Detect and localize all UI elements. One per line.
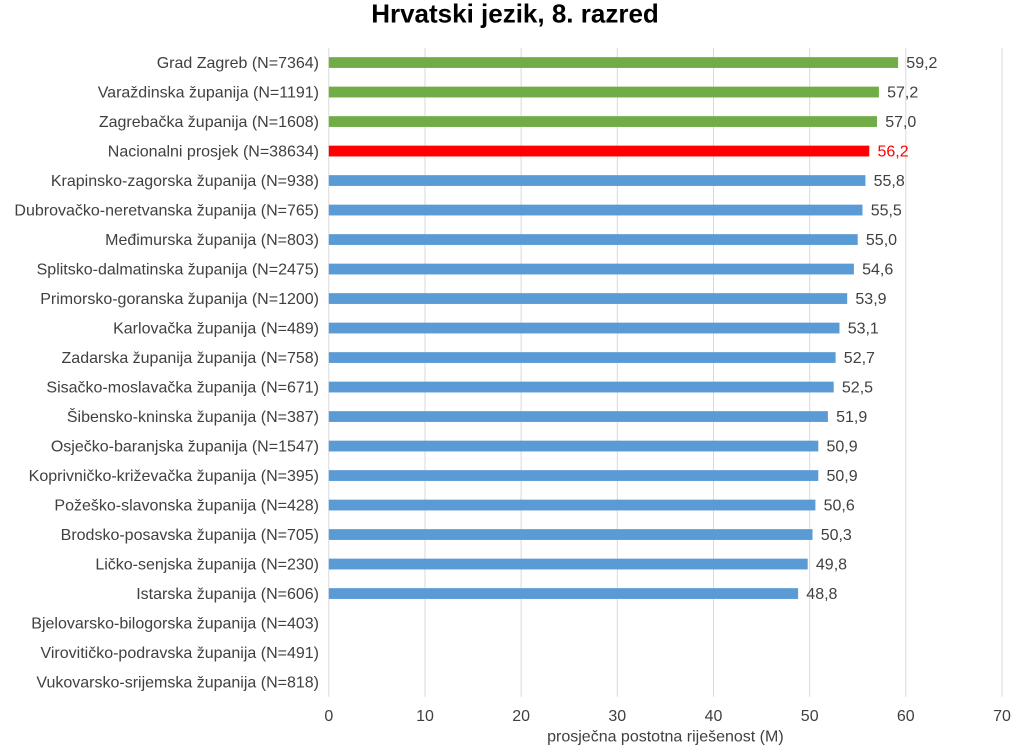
svg-text:Varaždinska županija (N=1191): Varaždinska županija (N=1191) [98,85,319,102]
svg-text:48,8: 48,8 [806,586,837,603]
svg-text:Karlovačka županija (N=489): Karlovačka županija (N=489) [113,320,319,337]
svg-text:50: 50 [801,708,819,725]
svg-text:20: 20 [512,708,530,725]
svg-text:Primorsko-goranska županija (N: Primorsko-goranska županija (N=1200) [40,291,319,308]
svg-text:prosječna postotna riješenost: prosječna postotna riješenost (M) [547,728,784,745]
svg-text:57,0: 57,0 [885,114,916,131]
svg-text:Nacionalni prosjek (N=38634): Nacionalni prosjek (N=38634) [108,144,319,161]
svg-text:55,5: 55,5 [871,203,902,220]
svg-text:Splitsko-dalmatinska županija: Splitsko-dalmatinska županija (N=2475) [37,261,319,278]
svg-text:53,9: 53,9 [855,291,886,308]
svg-text:10: 10 [416,708,434,725]
svg-text:50,6: 50,6 [824,497,855,514]
svg-text:30: 30 [608,708,626,725]
svg-text:55,0: 55,0 [866,232,897,249]
svg-text:Zagrebačka županija (N=1608): Zagrebačka županija (N=1608) [99,114,319,131]
svg-text:40: 40 [705,708,723,725]
svg-text:50,9: 50,9 [827,438,858,455]
svg-text:Šibensko-kninska županija (N=3: Šibensko-kninska županija (N=387) [67,407,319,426]
svg-text:Bjelovarsko-bilogorska županij: Bjelovarsko-bilogorska županija (N=403) [31,615,319,632]
svg-text:Međimurska županija (N=803): Međimurska županija (N=803) [105,232,319,249]
svg-text:Krapinsko-zagorska županija (N: Krapinsko-zagorska županija (N=938) [51,173,319,190]
svg-text:52,5: 52,5 [842,379,873,396]
svg-text:54,6: 54,6 [862,261,893,278]
svg-text:59,2: 59,2 [906,55,937,72]
svg-text:60: 60 [897,708,915,725]
svg-text:50,9: 50,9 [827,468,858,485]
svg-text:Dubrovačko-neretvanska županij: Dubrovačko-neretvanska županija (N=765) [14,203,319,220]
svg-text:70: 70 [993,708,1011,725]
svg-text:Hrvatski jezik, 8. razred: Hrvatski jezik, 8. razred [371,0,659,29]
svg-text:55,8: 55,8 [874,173,905,190]
svg-text:56,2: 56,2 [878,144,909,161]
svg-text:Ličko-senjska županija (N=230): Ličko-senjska županija (N=230) [95,556,319,573]
svg-text:Koprivničko-križevačka županij: Koprivničko-križevačka županija (N=395) [29,468,319,485]
svg-text:Grad Zagreb (N=7364): Grad Zagreb (N=7364) [157,55,319,72]
svg-text:Požeško-slavonska županija (N=: Požeško-slavonska županija (N=428) [54,497,319,514]
svg-text:Vukovarsko-srijemska županija: Vukovarsko-srijemska županija (N=818) [36,674,319,691]
svg-text:Zadarska županija županija (N=: Zadarska županija županija (N=758) [62,350,319,367]
svg-text:57,2: 57,2 [887,85,918,102]
svg-text:49,8: 49,8 [816,556,847,573]
svg-text:0: 0 [324,708,333,725]
svg-text:53,1: 53,1 [848,320,879,337]
svg-text:52,7: 52,7 [844,350,875,367]
svg-text:50,3: 50,3 [821,527,852,544]
svg-text:Sisačko-moslavačka županija (N: Sisačko-moslavačka županija (N=671) [46,379,319,396]
svg-text:51,9: 51,9 [836,409,867,426]
svg-text:Brodsko-posavska županija (N=7: Brodsko-posavska županija (N=705) [61,527,319,544]
svg-text:Istarska županija (N=606): Istarska županija (N=606) [136,586,319,603]
svg-text:Virovitičko-podravska županija: Virovitičko-podravska županija (N=491) [40,645,319,662]
svg-text:Osječko-baranjska županija (N=: Osječko-baranjska županija (N=1547) [51,438,319,455]
